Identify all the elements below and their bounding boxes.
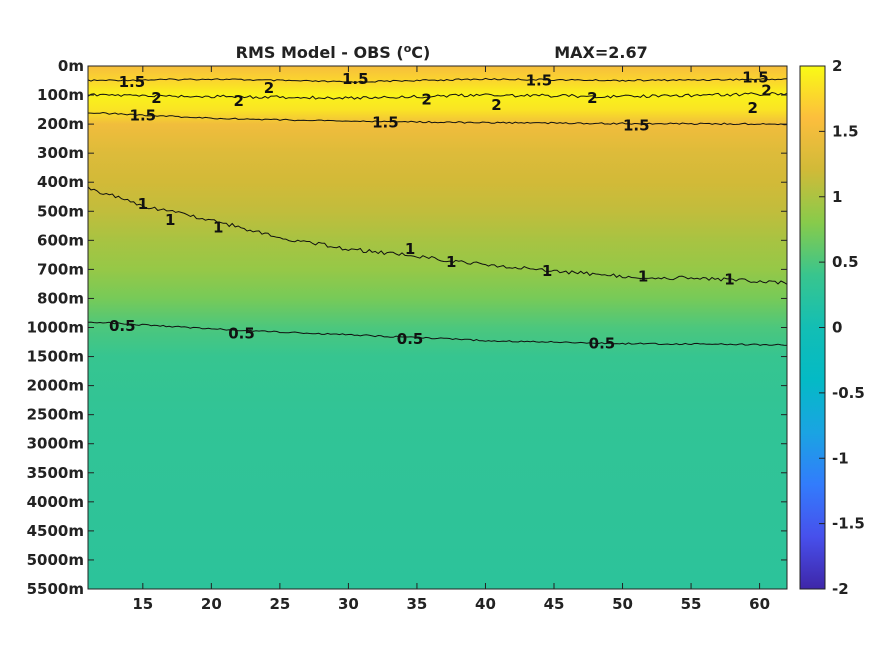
heatmap-field (88, 66, 787, 589)
max-annotation: MAX=2.67 (554, 43, 648, 62)
contour-label: 1.5 (119, 73, 146, 91)
contour-label: 2 (491, 96, 501, 114)
y-tick-label: 3000m (27, 435, 84, 453)
contour-line-1 (88, 186, 787, 285)
colorbar-tick-label: 0.5 (832, 253, 859, 271)
y-tick-label: 600m (37, 231, 84, 249)
y-tick-label: 100m (37, 86, 84, 104)
y-tick-label: 2500m (27, 406, 84, 424)
contour-line-1-5 (88, 77, 787, 84)
colorbar-tick-label: 1 (832, 188, 842, 206)
y-tick-label: 3500m (27, 464, 84, 482)
colorbar-tick-label: -2 (832, 580, 849, 598)
contour-label: 1.5 (342, 70, 369, 88)
x-tick-label: 30 (338, 595, 359, 613)
y-tick-label: 5000m (27, 551, 84, 569)
contour-label: 1 (213, 218, 223, 236)
x-tick-label: 45 (544, 595, 565, 613)
contour-label: 1.5 (372, 114, 399, 132)
x-tick-label: 55 (681, 595, 702, 613)
contour-label: 2 (264, 79, 274, 97)
contour-label: 2 (421, 90, 431, 108)
colorbar-ticks: 2 1.5 1 0.5 0 -0.5 -1 -1.5 -2 (819, 57, 865, 598)
x-tick-label: 25 (269, 595, 290, 613)
colorbar-tick-label: -1.5 (832, 515, 865, 533)
contour-line-1-5 (88, 111, 787, 126)
contour-label: 2 (761, 82, 771, 100)
colorbar-tick-label: -0.5 (832, 384, 865, 402)
contour-label: 0.5 (109, 317, 136, 335)
contour-label: 1 (542, 262, 552, 280)
colorbar-tick-label: 2 (832, 57, 842, 75)
contour-label: 0.5 (397, 330, 424, 348)
contour-label: 2 (234, 92, 244, 110)
y-tick-label: 5500m (27, 580, 84, 598)
colorbar-tick-label: -1 (832, 449, 849, 467)
y-tick-label: 700m (37, 260, 84, 278)
contour-label: 2 (748, 99, 758, 117)
contour-label: 1 (724, 271, 734, 289)
y-tick-label: 400m (37, 173, 84, 191)
y-axis: 0m 100m 200m 300m 400m 500m 600m 700m 800m 1000m 1… (27, 57, 787, 598)
contour-label: 1.5 (742, 69, 769, 87)
y-tick-label: 2000m (27, 377, 84, 395)
y-tick-label: 1000m (27, 319, 84, 337)
contour-label: 1 (165, 211, 175, 229)
contour-label: 0.5 (589, 334, 616, 352)
contour-line-0-5 (88, 321, 787, 346)
contour-label: 0.5 (228, 324, 255, 342)
x-tick-label: 50 (612, 595, 633, 613)
contour-label: 1 (638, 268, 648, 286)
x-tick-label: 35 (407, 595, 428, 613)
chart-title: RMS Model - OBS (oC) (236, 42, 431, 63)
contour-label: 2 (151, 89, 161, 107)
contour-label: 1 (405, 240, 415, 258)
contour-label: 2 (587, 89, 597, 107)
contour-label: 1.5 (526, 72, 553, 90)
contour-layer (88, 77, 787, 346)
y-tick-label: 1500m (27, 348, 84, 366)
contour-label: 1 (446, 253, 456, 271)
y-tick-label: 500m (37, 202, 84, 220)
y-tick-label: 200m (37, 115, 84, 133)
y-tick-label: 300m (37, 144, 84, 162)
colorbar-tick-label: 0 (832, 319, 842, 337)
colorbar-tick-label: 1.5 (832, 122, 859, 140)
x-tick-label: 15 (132, 595, 153, 613)
x-tick-label: 40 (475, 595, 496, 613)
y-tick-label: 800m (37, 289, 84, 307)
x-axis: 15 20 25 30 35 40 45 50 55 60 (132, 66, 770, 613)
y-tick-label: 4000m (27, 493, 84, 511)
contour-line-2 (88, 91, 787, 100)
y-tick-label: 4500m (27, 522, 84, 540)
contour-label: 1 (138, 195, 148, 213)
x-tick-label: 20 (201, 595, 222, 613)
contour-label: 1.5 (130, 106, 157, 124)
y-tick-label: 0m (58, 57, 84, 75)
contour-label: 1.5 (623, 117, 650, 135)
x-tick-label: 60 (749, 595, 770, 613)
colorbar: 2 1.5 1 0.5 0 -0.5 -1 -1.5 -2 (799, 57, 865, 598)
